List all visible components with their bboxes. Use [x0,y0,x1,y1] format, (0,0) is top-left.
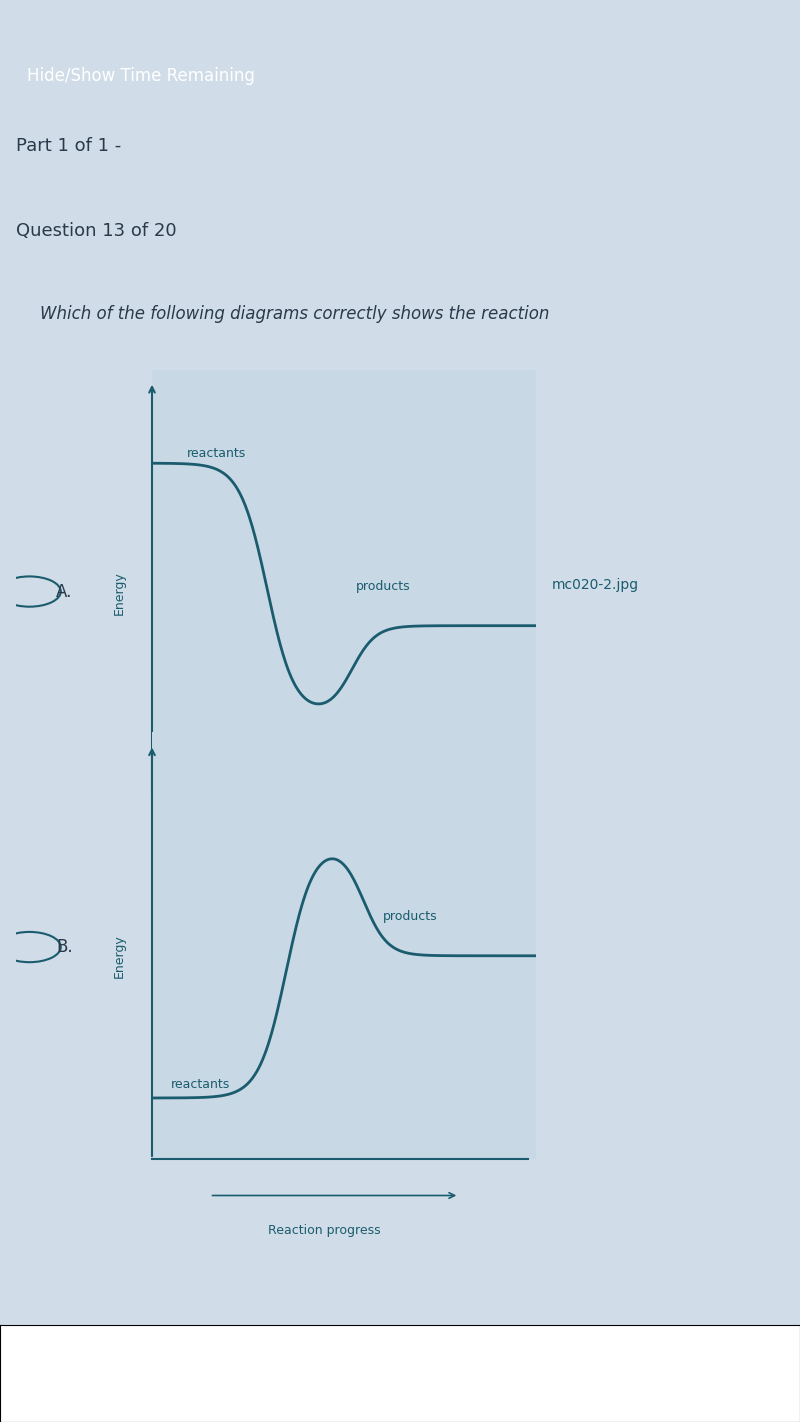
Text: Hide/Show Time Remaining: Hide/Show Time Remaining [26,67,254,85]
Text: Question 13 of 20: Question 13 of 20 [16,222,177,240]
Text: Energy: Energy [113,572,126,616]
Text: W: W [496,1362,515,1379]
Text: A.: A. [56,583,73,600]
Text: Reaction progress: Reaction progress [269,1224,381,1237]
Text: Part 1 of 1 -: Part 1 of 1 - [16,137,122,155]
Text: #: # [162,1362,177,1379]
Text: reactants: reactants [186,447,246,459]
Text: T: T [723,1362,736,1379]
FancyBboxPatch shape [0,1327,108,1416]
FancyBboxPatch shape [452,1327,560,1416]
Text: products: products [382,910,437,923]
Text: a: a [388,1362,400,1379]
FancyBboxPatch shape [676,1327,784,1416]
FancyBboxPatch shape [116,1327,224,1416]
Text: B.: B. [56,939,73,956]
Text: Which of the following diagrams correctly shows the reaction: Which of the following diagrams correctl… [40,306,549,323]
FancyBboxPatch shape [564,1327,672,1416]
Text: ⌂: ⌂ [275,1362,288,1379]
Text: mc020-2.jpg: mc020-2.jpg [551,579,638,592]
Text: Reaction progress: Reaction progress [269,862,381,875]
FancyBboxPatch shape [228,1327,336,1416]
Text: products: products [355,580,410,593]
Text: Energy: Energy [113,934,126,978]
Text: ♦: ♦ [610,1362,626,1379]
FancyBboxPatch shape [340,1327,448,1416]
Text: reactants: reactants [171,1078,230,1091]
